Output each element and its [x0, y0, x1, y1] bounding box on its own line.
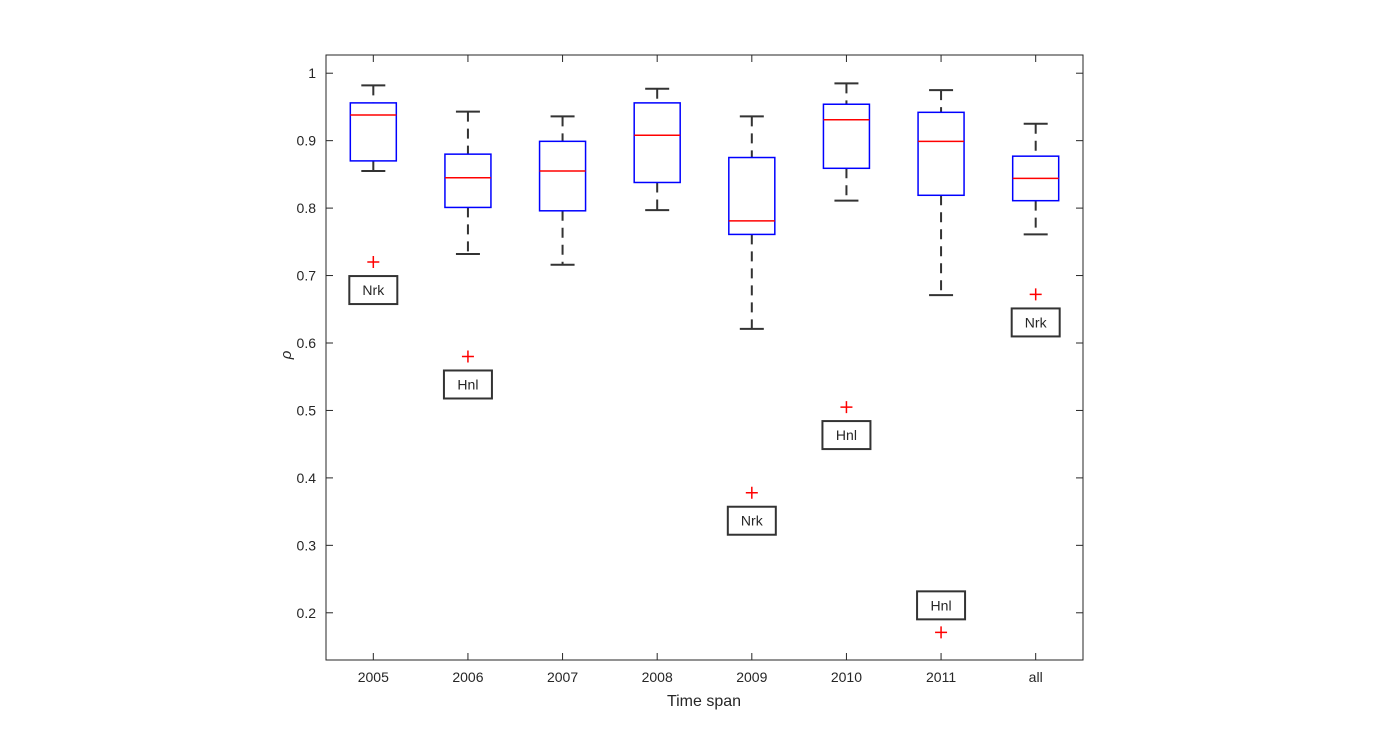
outlier-label-box — [916, 590, 967, 621]
box-2008 — [633, 102, 681, 184]
x-tick-label: 2007 — [547, 669, 578, 685]
box-2005 — [349, 102, 398, 162]
x-tick-label: 2008 — [642, 669, 673, 685]
outlier-marker — [367, 256, 380, 269]
outlier-label-box — [821, 420, 872, 451]
outlier-marker — [461, 350, 474, 363]
y-axis-label: ρ — [278, 350, 295, 360]
outlier-label: Nrk — [362, 282, 385, 298]
x-tick-label: 2010 — [831, 669, 862, 685]
outlier-label: Nrk — [741, 513, 764, 529]
y-tick-label: 0.9 — [297, 133, 317, 149]
outlier-label-box — [1010, 307, 1061, 338]
plot-area — [325, 54, 1084, 661]
outlier-label: Hnl — [457, 376, 478, 392]
box-2009 — [728, 156, 776, 236]
box-2006 — [444, 153, 492, 209]
outlier-marker — [935, 626, 948, 639]
x-tick-label: 2009 — [736, 669, 767, 685]
y-tick-label: 0.5 — [297, 402, 317, 418]
box-2010 — [822, 103, 871, 170]
y-tick-label: 0.2 — [297, 605, 317, 621]
x-tick-label: 2006 — [452, 669, 483, 685]
y-tick-label: 1 — [308, 65, 316, 81]
y-tick-label: 0.3 — [297, 537, 317, 553]
box-2011 — [917, 111, 965, 197]
y-tick-label: 0.6 — [297, 335, 317, 351]
y-tick-label: 0.8 — [297, 200, 317, 216]
y-tick-label: 0.7 — [297, 268, 317, 284]
x-tick-label: 2005 — [358, 669, 389, 685]
outlier-label-box — [442, 369, 493, 400]
outlier-label-box — [348, 275, 399, 306]
outlier-marker — [1029, 288, 1042, 301]
x-tick-label: 2011 — [926, 669, 956, 685]
outlier-label: Nrk — [1025, 314, 1048, 330]
x-tick-label: all — [1029, 669, 1043, 685]
outlier-marker — [840, 401, 853, 414]
outlier-label: Hnl — [836, 427, 857, 443]
outlier-marker — [745, 486, 758, 499]
x-axis-label: Time span — [667, 693, 741, 710]
y-tick-label: 0.4 — [297, 470, 317, 486]
outlier-label-box — [726, 505, 777, 536]
box-2007 — [538, 140, 587, 212]
outlier-label: Hnl — [931, 597, 952, 613]
